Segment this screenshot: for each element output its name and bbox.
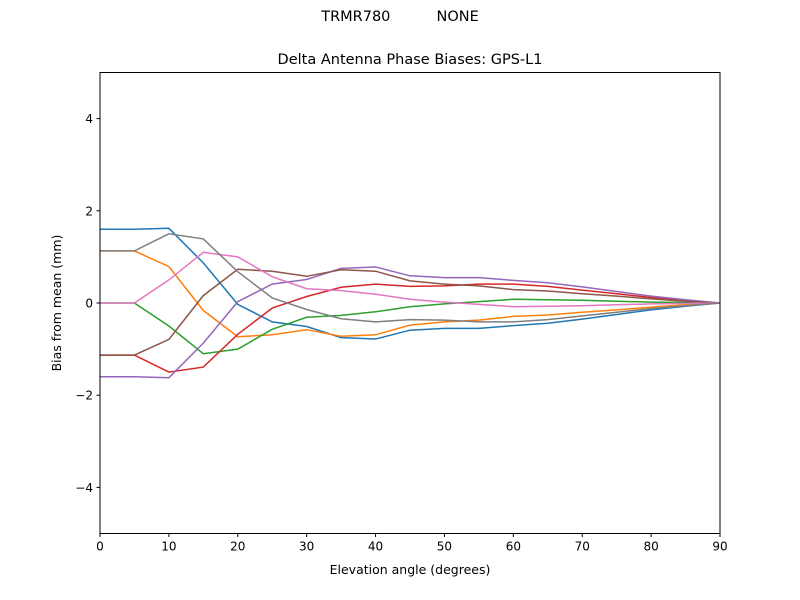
series-line-3 bbox=[100, 283, 721, 373]
x-tick-label: 80 bbox=[643, 540, 658, 554]
x-tick-label: 60 bbox=[506, 540, 521, 554]
figure-suptitle: TRMR780 NONE bbox=[321, 9, 479, 25]
x-axis: 0 10 20 30 40 50 60 70 80 90 bbox=[96, 533, 728, 554]
series-line-7 bbox=[100, 233, 721, 323]
series-lines bbox=[100, 227, 721, 379]
plot-frame bbox=[99, 72, 721, 534]
x-tick-label: 70 bbox=[575, 540, 590, 554]
series-line-0 bbox=[100, 227, 721, 340]
y-tick-label: 2 bbox=[85, 204, 93, 218]
chart-title: Delta Antenna Phase Biases: GPS-L1 bbox=[278, 52, 543, 68]
series-line-4 bbox=[100, 266, 721, 379]
x-tick-label: 40 bbox=[368, 540, 383, 554]
y-tick-label: 4 bbox=[85, 112, 93, 126]
x-axis-label: Elevation angle (degrees) bbox=[330, 562, 491, 577]
series-line-5 bbox=[100, 268, 721, 356]
y-tick-label: −4 bbox=[75, 481, 93, 495]
series-line-6 bbox=[100, 251, 721, 308]
x-tick-label: 50 bbox=[437, 540, 452, 554]
y-axis: −4 −2 0 2 4 bbox=[75, 112, 100, 495]
x-tick-label: 0 bbox=[96, 540, 104, 554]
series-line-1 bbox=[100, 250, 721, 338]
x-tick-label: 90 bbox=[712, 540, 727, 554]
y-tick-label: 0 bbox=[85, 297, 93, 311]
x-tick-label: 30 bbox=[299, 540, 314, 554]
y-axis-label: Bias from mean (mm) bbox=[49, 235, 64, 372]
x-tick-label: 10 bbox=[161, 540, 176, 554]
y-tick-label: −2 bbox=[75, 389, 93, 403]
series-line-2 bbox=[100, 298, 721, 355]
x-tick-label: 20 bbox=[230, 540, 245, 554]
